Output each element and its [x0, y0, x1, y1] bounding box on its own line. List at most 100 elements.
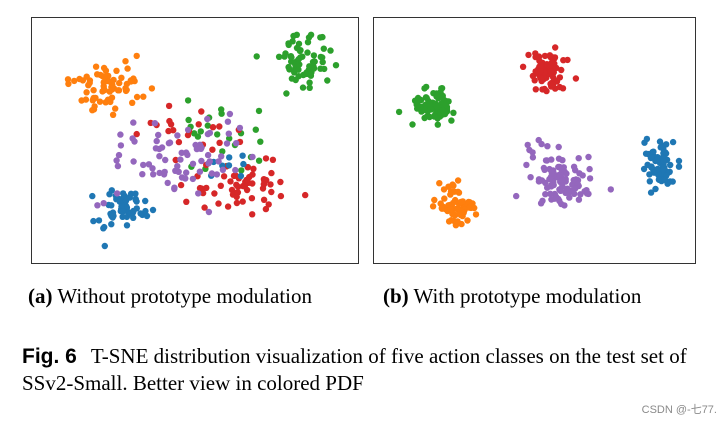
scatter-point-green — [433, 93, 440, 100]
scatter-point-red — [265, 201, 272, 208]
scatter-point-orange — [454, 177, 462, 184]
scatter-point-green — [238, 167, 245, 174]
scatter-point-orange — [115, 87, 123, 94]
scatter-point-purple — [586, 165, 593, 173]
scatter-point-purple — [523, 161, 530, 169]
scatter-point-purple — [607, 186, 614, 193]
scatter-point-purple — [183, 149, 190, 156]
scatter-point-blue — [643, 135, 651, 143]
figure-caption: Fig. 6 T-SNE distribution visualization o… — [22, 343, 712, 396]
scatter-point-green — [285, 63, 292, 71]
subcaption-b-label: (b) — [383, 284, 409, 308]
scatter-point-red — [175, 138, 183, 146]
scatter-point-red — [209, 146, 216, 153]
scatter-point-green — [289, 38, 296, 45]
scatter-point-red — [243, 176, 250, 184]
scatter-point-orange — [133, 52, 140, 60]
scatter-point-purple — [236, 124, 244, 132]
scatter-point-red — [172, 156, 179, 164]
scatter-point-orange — [90, 94, 97, 102]
scatter-point-orange — [85, 82, 92, 89]
scatter-point-purple — [164, 179, 171, 187]
scatter-point-purple — [529, 149, 536, 156]
scatter-point-purple — [547, 190, 554, 197]
scatter-point-orange — [429, 203, 437, 210]
scatter-point-purple — [586, 175, 594, 182]
scatter-point-purple — [585, 153, 592, 161]
scatter-point-red — [165, 102, 173, 110]
scatter-point-orange — [92, 63, 100, 70]
scatter-point-purple — [570, 176, 577, 184]
scatter-point-blue — [661, 176, 669, 184]
subcaption-a-label: (a) — [28, 284, 53, 308]
scatter-point-red — [177, 181, 185, 189]
scatter-point-red — [537, 75, 545, 82]
scatter-point-orange — [101, 86, 108, 94]
scatter-point-purple — [189, 175, 197, 183]
scatter-point-red — [211, 190, 218, 197]
scatter-point-orange — [447, 206, 454, 213]
scatter-point-purple — [579, 172, 586, 179]
scatter-point-green — [218, 106, 225, 113]
scatter-point-orange — [65, 80, 72, 88]
scatter-point-orange — [148, 85, 156, 92]
scatter-point-purple — [538, 140, 545, 148]
scatter-point-blue — [675, 157, 683, 165]
scatter-point-purple — [583, 190, 591, 197]
scatter-point-orange — [123, 86, 130, 94]
scatter-point-blue — [143, 212, 151, 220]
scatter-point-red — [546, 52, 554, 59]
scatter-point-blue — [659, 166, 667, 174]
scatter-point-red — [556, 74, 564, 81]
scatter-point-green — [425, 97, 432, 105]
scatter-point-orange — [107, 98, 114, 106]
scatter-point-purple — [555, 155, 563, 162]
scatter-point-purple — [544, 184, 551, 191]
scatter-point-red — [269, 156, 277, 163]
scatter-point-orange — [472, 211, 480, 218]
scatter-point-green — [320, 45, 327, 52]
scatter-point-green — [295, 66, 302, 73]
scatter-point-orange — [140, 93, 147, 100]
scatter-point-orange — [116, 79, 123, 87]
scatter-point-blue — [132, 195, 139, 203]
scatter-point-purple — [249, 153, 256, 161]
scatter-point-blue — [132, 190, 139, 197]
scatter-point-purple — [206, 129, 214, 137]
scatter-point-green — [295, 56, 302, 63]
scatter-point-purple — [542, 157, 550, 164]
scatter-point-purple — [174, 132, 181, 139]
scatter-point-purple — [196, 168, 204, 175]
scatter-point-purple — [513, 192, 520, 200]
scatter-point-purple — [233, 140, 240, 147]
scatter-point-purple — [130, 158, 137, 165]
scatter-point-purple — [535, 176, 543, 183]
figure-label: Fig. 6 — [22, 345, 77, 368]
subcaption-b: (b) With prototype modulation — [383, 284, 641, 309]
scatter-point-green — [317, 53, 324, 61]
scatter-point-green — [310, 52, 318, 59]
scatter-point-orange — [83, 89, 90, 96]
scatter-point-blue — [149, 206, 157, 214]
scatter-point-purple — [551, 190, 558, 198]
scatter-point-purple — [562, 175, 569, 183]
scatter-point-red — [234, 189, 242, 196]
scatter-point-blue — [652, 185, 659, 193]
scatter-point-orange — [438, 205, 445, 212]
scatter-point-green — [292, 76, 299, 84]
scatter-point-red — [183, 198, 190, 205]
scatter-point-red — [541, 52, 549, 60]
scatter-point-purple — [195, 190, 202, 197]
scatter-point-purple — [100, 200, 107, 207]
scatter-point-green — [426, 113, 433, 121]
scatter-point-green — [185, 116, 192, 124]
scatter-point-red — [165, 127, 172, 135]
scatter-point-purple — [204, 151, 212, 159]
scatter-point-red — [572, 75, 580, 82]
scatter-point-orange — [129, 99, 136, 107]
scatter-point-purple — [177, 156, 184, 163]
scatter-point-blue — [108, 202, 115, 209]
scatter-point-orange — [113, 67, 120, 74]
scatter-point-green — [304, 39, 312, 46]
scatter-point-blue — [95, 217, 103, 224]
